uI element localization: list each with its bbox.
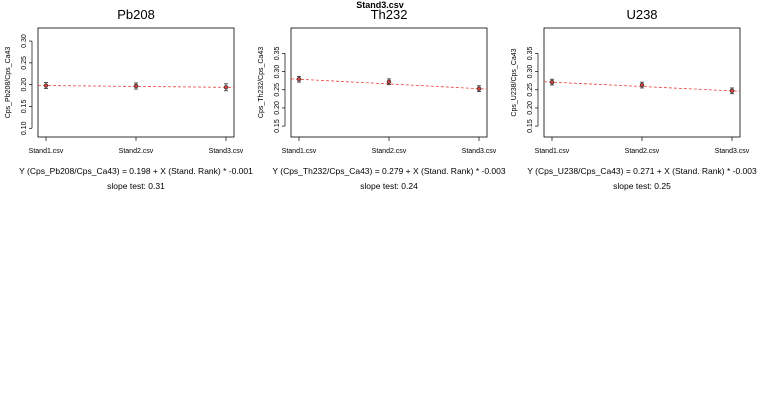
y-tick-label: 0.20 — [274, 101, 281, 115]
data-point — [43, 83, 49, 88]
data-point — [386, 79, 392, 84]
regression-equation: Y (Cps_U238/Cps_Ca43) = 0.271 + X (Stand… — [527, 166, 757, 176]
fit-line — [543, 81, 741, 92]
y-tick-label: 0.10 — [21, 121, 28, 135]
chart-panels: Pb208 0.10 0.15 0.20 0.25 0.30 Cps_Pb208/Cps_C… — [5, 7, 757, 191]
y-tick-label: 0.15 — [527, 119, 534, 133]
y-axis-label: Cps_Th232/Cps_Ca43 — [258, 47, 265, 118]
y-tick-label: 0.25 — [527, 83, 534, 97]
y-tick-label: 0.30 — [21, 34, 28, 48]
data-point — [223, 85, 229, 90]
slope-test: slope test: 0.24 — [360, 181, 418, 191]
regression-equation: Y (Cps_Th232/Cps_Ca43) = 0.279 + X (Stan… — [272, 166, 506, 176]
figure-title: Stand3.csv — [356, 0, 404, 10]
x-tick-label: Stand3.csv — [715, 148, 750, 155]
x-tick-label: Stand1.csv — [535, 148, 570, 155]
data-point — [729, 88, 735, 94]
data-point — [476, 86, 482, 91]
data-point — [639, 82, 645, 88]
y-tick-label: 0.30 — [274, 65, 281, 79]
y-tick-label: 0.35 — [274, 47, 281, 61]
data-point — [296, 77, 302, 82]
chart-panel: Pb208 0.10 0.15 0.20 0.25 0.30 Cps_Pb208/Cps_C… — [5, 7, 253, 191]
chart-panel: U238 0.15 0.20 0.25 0.30 0.35 Cps_U238/Cps_Ca4… — [511, 7, 757, 191]
y-tick-label: 0.25 — [274, 83, 281, 97]
y-tick-label: 0.30 — [527, 65, 534, 79]
y-tick-label: 0.15 — [21, 100, 28, 114]
x-tick-label: Stand2.csv — [625, 148, 660, 155]
y-tick-label: 0.20 — [21, 78, 28, 92]
fit-line — [290, 78, 488, 90]
panel-title: Pb208 — [117, 7, 155, 22]
slope-test: slope test: 0.25 — [613, 181, 671, 191]
x-tick-label: Stand3.csv — [462, 148, 497, 155]
panel-title: Th232 — [371, 7, 408, 22]
y-tick-label: 0.20 — [527, 101, 534, 115]
data-point — [133, 83, 139, 89]
x-tick-label: Stand1.csv — [282, 148, 317, 155]
x-tick-label: Stand1.csv — [29, 148, 64, 155]
y-axis-label: Cps_U238/Cps_Ca43 — [511, 48, 518, 116]
y-tick-label: 0.25 — [21, 56, 28, 70]
data-point — [549, 79, 555, 85]
chart-panel: Th232 0.15 0.20 0.25 0.30 0.35 Cps_Th232/Cps_C… — [258, 7, 506, 191]
y-tick-label: 0.35 — [527, 47, 534, 61]
x-tick-label: Stand2.csv — [119, 148, 154, 155]
y-tick-label: 0.15 — [274, 119, 281, 133]
slope-test: slope test: 0.31 — [107, 181, 165, 191]
panel-title: U238 — [626, 7, 657, 22]
x-tick-label: Stand3.csv — [209, 148, 244, 155]
fit-line — [37, 85, 235, 88]
y-axis-label: Cps_Pb208/Cps_Ca43 — [5, 47, 12, 119]
regression-equation: Y (Cps_Pb208/Cps_Ca43) = 0.198 + X (Stan… — [19, 166, 253, 176]
x-tick-label: Stand2.csv — [372, 148, 407, 155]
